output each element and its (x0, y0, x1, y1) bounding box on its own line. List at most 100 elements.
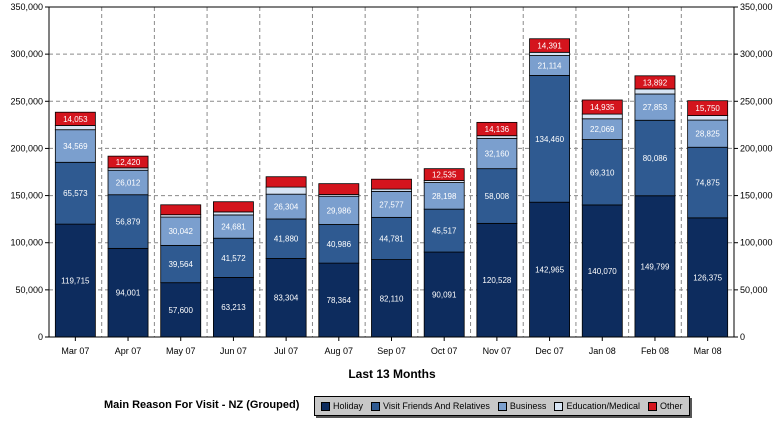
data-label: 69,310 (590, 168, 615, 177)
x-tick-label: Jan 08 (589, 346, 616, 356)
data-label: 14,053 (63, 115, 88, 124)
x-tick-label: Sep 07 (377, 346, 406, 356)
data-label: 94,001 (116, 289, 141, 298)
bar-segment (212, 211, 254, 216)
x-tick-label: Jun 07 (220, 346, 247, 356)
y-tick-label-left: 350,000 (10, 2, 43, 12)
x-tick-label: May 07 (166, 346, 196, 356)
legend-item: Holiday (321, 401, 363, 411)
bar-segment (423, 208, 465, 253)
bar-segment (371, 216, 412, 260)
data-label: 22,069 (590, 125, 615, 134)
legend: Holiday Visit Friends And Relatives Busine… (314, 396, 690, 416)
data-label: 14,391 (537, 42, 562, 51)
data-label: 29,986 (327, 206, 352, 215)
y-tick-label-left: 0 (38, 332, 43, 342)
bar-segment (107, 155, 149, 169)
data-label: 44,781 (379, 234, 404, 243)
bar-segment (529, 75, 570, 203)
y-tick-label-right: 300,000 (740, 49, 773, 59)
data-label: 65,573 (63, 189, 88, 198)
data-label: 41,880 (274, 235, 299, 244)
bar-segment (318, 262, 360, 338)
data-label: 12,420 (116, 158, 141, 167)
bar-segment (54, 111, 96, 126)
legend-swatch (554, 401, 564, 411)
bar-segment (581, 139, 623, 206)
bar-segment (529, 51, 570, 56)
plot-border (48, 6, 735, 338)
bar-segment (265, 193, 307, 220)
bar-segment (107, 194, 149, 249)
data-label: 14,935 (590, 103, 615, 112)
data-label: 13,892 (643, 78, 668, 87)
bar-segment (54, 161, 96, 225)
bar-segment (581, 113, 623, 120)
legend-label: Other (659, 401, 683, 411)
bar-segment (318, 183, 360, 195)
data-label: 63,213 (221, 303, 246, 312)
data-label: 30,042 (168, 227, 193, 236)
data-label: 58,008 (485, 192, 510, 201)
bar-segment (476, 137, 518, 170)
x-tick-label: Dec 07 (535, 346, 564, 356)
data-label: 41,572 (221, 254, 246, 263)
bar-segment (212, 201, 254, 213)
x-tick-label: Jul 07 (274, 346, 298, 356)
legend-label: Education/Medical (566, 401, 640, 411)
bar-segment (265, 176, 307, 188)
legend-item: Other (647, 401, 683, 411)
data-label: 82,110 (380, 294, 404, 303)
data-label: 90,091 (432, 291, 457, 300)
bar-segment (423, 168, 465, 181)
bar-segment (581, 204, 623, 338)
bar-segment (265, 218, 307, 259)
data-label: 142,965 (535, 266, 564, 275)
y-tick-label-left: 250,000 (10, 96, 43, 106)
y-tick-label-right: 200,000 (740, 143, 773, 153)
bar-segment (54, 223, 96, 338)
bar-segment (54, 125, 96, 131)
bar-segment (160, 216, 202, 246)
data-label: 21,114 (538, 61, 562, 70)
legend-item: Education/Medical (554, 401, 640, 411)
bar-segment (529, 38, 570, 53)
bar-segment (687, 115, 729, 121)
data-label: 120,528 (482, 276, 511, 285)
bar-segment (476, 222, 518, 338)
data-label: 126,375 (693, 273, 722, 282)
bar-segment (634, 88, 676, 95)
bar-segment (371, 190, 412, 218)
data-label: 12,535 (432, 171, 457, 180)
data-label: 134,460 (535, 135, 564, 144)
bar-segment (581, 99, 623, 115)
data-label: 83,304 (274, 294, 299, 303)
bar-segment (634, 119, 676, 197)
bar-segment (54, 129, 96, 163)
data-label: 15,750 (695, 104, 720, 113)
legend-swatch (647, 401, 657, 411)
bar-segment (318, 195, 360, 225)
bar-segment (160, 244, 202, 284)
data-label: 27,577 (379, 200, 404, 209)
data-label: 40,986 (327, 240, 352, 249)
data-label: 119,715 (61, 277, 90, 286)
y-tick-label-left: 50,000 (15, 285, 43, 295)
data-label: 28,825 (695, 130, 720, 139)
data-label: 14,136 (485, 125, 510, 134)
bar-segment (687, 119, 729, 148)
y-tick-label-right: 50,000 (740, 285, 768, 295)
data-label: 78,364 (327, 296, 352, 305)
data-label: 45,517 (432, 227, 457, 236)
legend-title: Main Reason For Visit - NZ (Grouped) (104, 399, 300, 411)
bar-segment (634, 75, 676, 90)
y-tick-label-right: 100,000 (740, 238, 773, 248)
bar-segment (212, 276, 254, 338)
bar-segment (634, 195, 676, 338)
legend-swatch (497, 401, 507, 411)
legend-item: Visit Friends And Relatives (371, 401, 490, 411)
legend-label: Holiday (333, 401, 364, 411)
bar-segment (160, 204, 202, 216)
data-label: 26,012 (116, 178, 141, 187)
